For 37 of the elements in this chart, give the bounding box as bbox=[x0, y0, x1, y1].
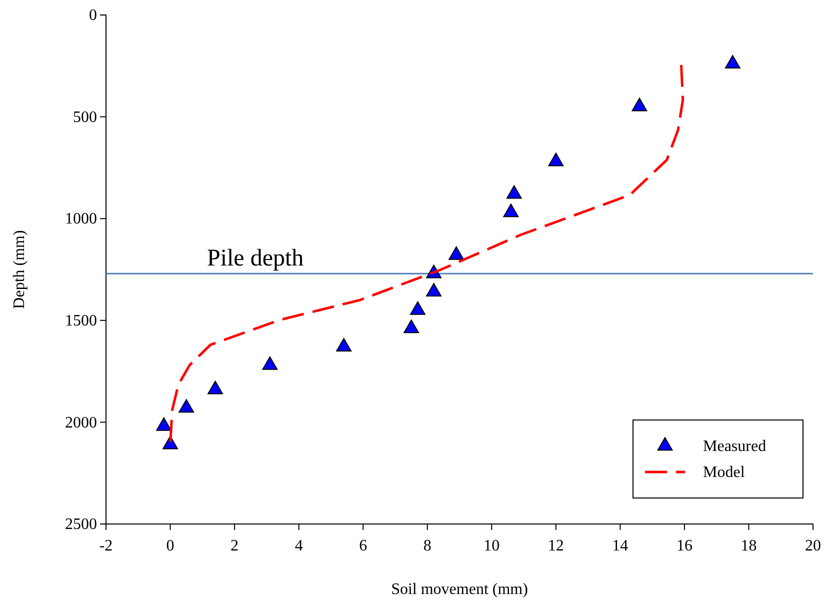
x-tick-label: 0 bbox=[166, 538, 174, 555]
legend-label: Measured bbox=[703, 438, 766, 455]
x-tick-label: -2 bbox=[99, 538, 113, 555]
x-tick-label: 14 bbox=[612, 538, 628, 555]
point bbox=[410, 301, 426, 315]
x-tick-label: 12 bbox=[548, 538, 564, 555]
point bbox=[178, 399, 194, 413]
legend-label: Model bbox=[703, 464, 746, 481]
y-tick-label: 1000 bbox=[65, 210, 97, 228]
point bbox=[262, 356, 278, 370]
point bbox=[548, 152, 564, 166]
y-tick-label: 0 bbox=[89, 7, 97, 24]
y-tick-label: 1500 bbox=[65, 312, 97, 330]
point bbox=[208, 380, 223, 394]
y-tick-label: 500 bbox=[73, 108, 97, 126]
point bbox=[426, 283, 442, 297]
point bbox=[506, 185, 522, 199]
x-axis-title: Soil movement (mm) bbox=[391, 581, 528, 598]
point bbox=[156, 417, 172, 431]
ref-line-label: Pile depth bbox=[207, 246, 304, 272]
point bbox=[724, 55, 740, 68]
x-tick-label: 8 bbox=[423, 538, 432, 555]
point bbox=[503, 204, 519, 218]
x-tick-label: 2 bbox=[230, 538, 239, 555]
x-tick-label: 6 bbox=[359, 538, 368, 555]
y-axis-title: Depth (mm) bbox=[11, 230, 28, 309]
y-tick-label: 2000 bbox=[65, 414, 97, 432]
x-tick-label: 20 bbox=[805, 538, 821, 555]
y-tick-label: 2500 bbox=[65, 516, 97, 534]
point bbox=[404, 320, 420, 334]
point bbox=[448, 246, 464, 260]
x-tick-label: 10 bbox=[484, 538, 500, 555]
point bbox=[336, 338, 352, 352]
point bbox=[632, 98, 648, 112]
x-tick-label: 16 bbox=[676, 538, 692, 555]
x-tick-label: 18 bbox=[740, 538, 757, 555]
x-tick-label: 4 bbox=[294, 538, 303, 555]
